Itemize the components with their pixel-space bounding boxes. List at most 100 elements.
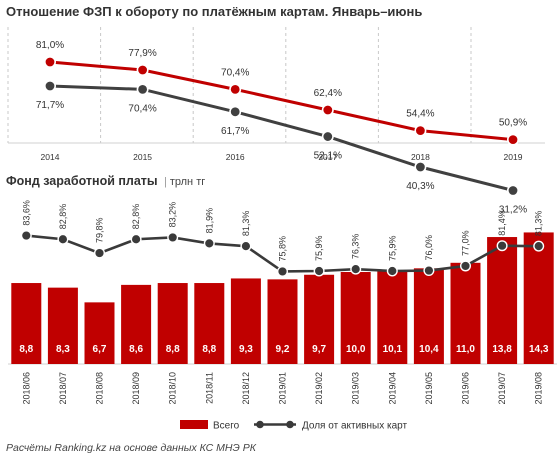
share-data-label: 81,4% — [497, 210, 507, 236]
share-series-point — [130, 233, 142, 245]
wage-fund-bar — [340, 272, 371, 364]
wage-fund-bar — [523, 232, 554, 364]
unit-label: трлн тг — [169, 176, 206, 188]
wage-fund-bar — [267, 279, 298, 364]
top-series-point — [506, 133, 519, 146]
wage-fund-bar — [487, 237, 518, 364]
bar-value-label: 9,2 — [276, 344, 290, 355]
share-data-label: 77,0% — [461, 230, 471, 256]
share-series-point — [277, 265, 289, 277]
bottom-x-tick-label: 2019/08 — [534, 372, 544, 405]
legend-line-dot — [286, 420, 294, 429]
bottom-x-tick-label: 2019/04 — [387, 372, 397, 405]
share-data-label: 83,2% — [168, 202, 178, 228]
bar-value-label: 6,7 — [93, 344, 107, 355]
bottom-x-tick-label: 2018/06 — [21, 372, 31, 405]
legend-line-dot — [256, 420, 264, 429]
bar-value-label: 14,3 — [529, 344, 549, 355]
top-series-point — [321, 130, 334, 143]
share-data-label: 75,9% — [314, 235, 324, 261]
bar-value-label: 8,8 — [202, 344, 216, 355]
wage-fund-bar — [413, 268, 444, 364]
bar-value-label: 9,3 — [239, 344, 253, 355]
share-data-label: 75,9% — [387, 235, 397, 261]
wage-fund-bar — [230, 278, 261, 364]
top-x-tick-label: 2014 — [41, 152, 60, 162]
bottom-x-tick-label: 2018/11 — [204, 372, 214, 404]
share-series-point — [496, 240, 508, 252]
share-data-label: 81,3% — [241, 211, 251, 237]
top-x-tick-label: 2018 — [411, 152, 430, 162]
share-data-label: 81,9% — [204, 208, 214, 234]
share-series-point — [460, 260, 472, 272]
bottom-x-tick-label: 2019/01 — [278, 372, 288, 405]
bar-value-label: 8,8 — [166, 344, 180, 355]
wage-fund-bar — [377, 271, 408, 364]
top-series-point — [136, 63, 149, 76]
share-series-point — [350, 263, 362, 275]
top-series-point — [506, 184, 519, 197]
top-data-label: 61,7% — [221, 126, 249, 137]
top-series-line — [49, 60, 514, 142]
top-series-point — [321, 103, 334, 116]
top-data-label: 50,9% — [499, 118, 527, 129]
top-data-label: 70,4% — [128, 103, 156, 114]
bottom-x-tick-label: 2019/05 — [424, 372, 434, 405]
bottom-x-tick-label: 2018/09 — [131, 372, 141, 405]
share-data-label: 83,6% — [21, 200, 31, 226]
top-x-tick-label: 2015 — [133, 152, 152, 162]
top-series-point — [414, 124, 427, 137]
bottom-x-tick-label: 2018/12 — [241, 372, 251, 405]
share-series-point — [423, 265, 435, 277]
bottom-x-tick-label: 2019/03 — [351, 372, 361, 405]
share-data-label: 82,8% — [131, 204, 141, 230]
bar-value-label: 10,0 — [346, 344, 366, 355]
top-data-label: 71,7% — [36, 100, 64, 111]
bar-value-label: 10,4 — [419, 344, 439, 355]
share-data-label: 79,8% — [95, 218, 105, 244]
top-series-point — [229, 83, 242, 96]
share-series-point — [203, 237, 215, 249]
share-series-point — [57, 233, 69, 245]
legend-bars-label: Всего — [213, 421, 240, 432]
top-data-label: 62,4% — [314, 88, 342, 99]
top-data-label: 81,0% — [36, 40, 64, 51]
top-chart-title: Отношение ФЗП к обороту по платёжным кар… — [6, 4, 423, 19]
top-data-label: 52,1% — [314, 151, 342, 162]
legend-bars-swatch — [180, 420, 208, 429]
bar-value-label: 8,8 — [19, 344, 33, 355]
share-data-label: 76,3% — [351, 234, 361, 260]
top-series-point — [229, 105, 242, 118]
bottom-chart-unit: | трлн тг — [164, 176, 206, 188]
bar-value-label: 8,3 — [56, 344, 70, 355]
wage-fund-bar — [47, 287, 78, 364]
top-series-point — [136, 83, 149, 96]
share-series-point — [386, 265, 398, 277]
top-series-line — [49, 84, 514, 192]
wage-fund-bar — [194, 283, 225, 364]
bottom-x-tick-label: 2019/02 — [314, 372, 324, 405]
top-series-point — [414, 161, 427, 174]
top-x-tick-label: 2019 — [504, 152, 523, 162]
wage-fund-bar — [450, 262, 481, 364]
share-series-point — [313, 265, 325, 277]
wage-fund-bar — [157, 283, 188, 364]
bar-value-label: 8,6 — [129, 344, 143, 355]
top-data-label: 40,3% — [406, 181, 434, 192]
top-data-label: 70,4% — [221, 67, 249, 78]
bottom-chart-title: Фонд заработной платы — [6, 174, 158, 188]
share-data-label: 76,0% — [424, 235, 434, 261]
bottom-x-tick-label: 2018/07 — [58, 372, 68, 405]
top-series-point — [43, 55, 56, 68]
bottom-x-tick-label: 2019/06 — [461, 372, 471, 405]
top-data-label: 77,9% — [128, 48, 156, 59]
share-series-point — [167, 231, 179, 243]
share-data-label: 75,8% — [278, 236, 288, 262]
bar-value-label: 10,1 — [383, 344, 403, 355]
wage-fund-bar — [84, 302, 115, 364]
top-series-point — [43, 79, 56, 92]
top-data-label: 54,4% — [406, 109, 434, 120]
top-data-label: 31,2% — [499, 204, 527, 215]
bar-value-label: 9,7 — [312, 344, 326, 355]
bar-value-label: 11,0 — [456, 344, 475, 355]
